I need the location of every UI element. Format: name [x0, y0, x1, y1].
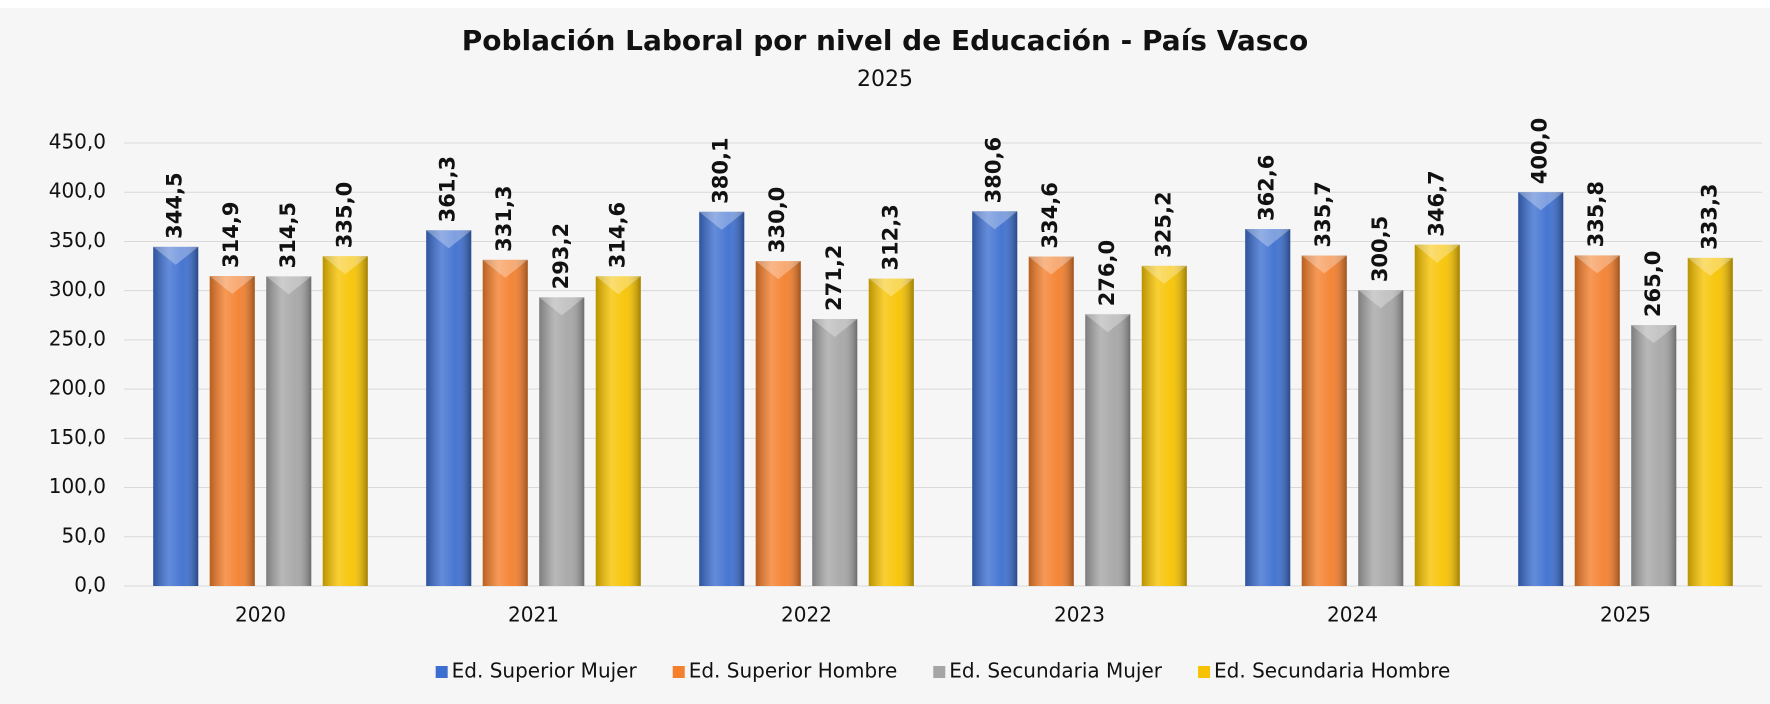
value-label: 293,2: [549, 223, 573, 289]
bar-bevel: [266, 276, 312, 295]
bar-bevel: [868, 278, 914, 297]
bar-bevel: [1358, 290, 1404, 309]
bar-shade: [1358, 290, 1404, 586]
x-tick-label: 2022: [781, 603, 832, 627]
x-tick-label: 2025: [1600, 603, 1651, 627]
bar-shade: [1028, 256, 1074, 586]
bar-bevel: [1245, 229, 1291, 248]
bar-shade: [266, 276, 312, 586]
value-label: 271,2: [822, 245, 846, 311]
legend-label: Ed. Secundaria Mujer: [949, 659, 1163, 683]
value-label: 265,0: [1641, 251, 1665, 317]
value-label: 331,3: [492, 185, 516, 251]
y-tick-label: 300,0: [49, 277, 106, 301]
legend-label: Ed. Superior Mujer: [452, 659, 638, 683]
value-label: 333,3: [1697, 183, 1721, 249]
bar-shade: [322, 256, 368, 586]
bar-bevel: [1028, 256, 1074, 275]
bar-bevel: [812, 319, 858, 338]
value-label: 312,3: [878, 204, 902, 270]
value-label: 380,6: [982, 137, 1006, 203]
bar-shade: [1245, 229, 1291, 586]
bar-bevel: [1687, 257, 1733, 276]
bar-bevel: [1631, 325, 1677, 344]
y-tick-label: 100,0: [49, 474, 106, 498]
bar-shade: [1085, 314, 1131, 586]
bar-bevel: [426, 230, 472, 249]
value-label: 314,9: [219, 202, 243, 268]
bar-shade: [482, 259, 528, 586]
bar-shade: [812, 319, 858, 586]
legend-swatch: [672, 666, 685, 678]
bar-bevel: [595, 276, 641, 295]
x-tick-label: 2020: [235, 603, 286, 627]
bar-bevel: [153, 246, 199, 265]
y-tick-label: 450,0: [49, 130, 106, 154]
bar-bevel: [1085, 314, 1131, 333]
bar-shade: [209, 275, 255, 586]
bar-bevel: [482, 259, 528, 278]
y-tick-label: 250,0: [49, 326, 106, 350]
bar-bevel: [699, 211, 745, 230]
bar-shade: [595, 276, 641, 586]
bar-shade: [1631, 325, 1677, 586]
bar-bevel: [1141, 265, 1187, 284]
value-label: 361,3: [436, 156, 460, 222]
bar-bevel: [1414, 244, 1460, 263]
y-tick-label: 350,0: [49, 228, 106, 252]
value-label: 380,1: [709, 137, 733, 203]
bar-shade: [426, 230, 472, 586]
bar-shade: [755, 261, 801, 586]
legend-swatch: [933, 666, 946, 678]
bar-bevel: [755, 261, 801, 280]
bar-bevel: [1574, 255, 1620, 274]
y-tick-label: 400,0: [49, 179, 106, 203]
value-label: 314,5: [276, 202, 300, 268]
legend-swatch: [1198, 666, 1211, 678]
y-tick-label: 200,0: [49, 376, 106, 400]
bar-shade: [868, 278, 914, 586]
bar-shade: [1301, 255, 1347, 586]
chart-subtitle: 2025: [857, 67, 913, 92]
x-tick-label: 2023: [1054, 603, 1105, 627]
bar-bevel: [972, 211, 1018, 230]
y-tick-label: 50,0: [61, 523, 106, 547]
bar-bevel: [1301, 255, 1347, 274]
value-label: 344,5: [163, 172, 187, 238]
bar-shade: [153, 246, 199, 586]
bar-shade: [1687, 257, 1733, 586]
bar-shade: [539, 297, 585, 586]
bar-bevel: [1518, 192, 1564, 211]
bar-shade: [1414, 244, 1460, 586]
value-label: 400,0: [1528, 118, 1552, 184]
bar-bevel: [539, 297, 585, 316]
bar-bevel: [209, 275, 255, 294]
value-label: 325,2: [1151, 191, 1175, 257]
bar-shade: [699, 211, 745, 586]
bar-bevel: [322, 256, 368, 275]
value-label: 276,0: [1095, 240, 1119, 306]
value-label: 362,6: [1255, 155, 1279, 221]
value-label: 335,0: [332, 182, 356, 248]
y-tick-label: 0,0: [74, 573, 106, 597]
bar-shade: [1574, 255, 1620, 586]
x-tick-label: 2024: [1327, 603, 1378, 627]
value-label: 334,6: [1038, 182, 1062, 248]
value-label: 346,7: [1424, 170, 1448, 236]
bar-shade: [1518, 192, 1564, 586]
value-label: 330,0: [765, 187, 789, 253]
bar-shade: [972, 211, 1018, 587]
value-label: 300,5: [1368, 216, 1392, 282]
chart-title: Población Laboral por nivel de Educación…: [462, 24, 1309, 57]
bar-shade: [1141, 265, 1187, 586]
value-label: 335,8: [1584, 181, 1608, 247]
legend-label: Ed. Superior Hombre: [689, 659, 898, 683]
legend-label: Ed. Secundaria Hombre: [1214, 659, 1450, 683]
value-label: 314,6: [605, 202, 629, 268]
x-tick-label: 2021: [508, 603, 559, 627]
y-tick-label: 150,0: [49, 425, 106, 449]
legend-swatch: [435, 666, 448, 678]
value-label: 335,7: [1311, 181, 1335, 247]
